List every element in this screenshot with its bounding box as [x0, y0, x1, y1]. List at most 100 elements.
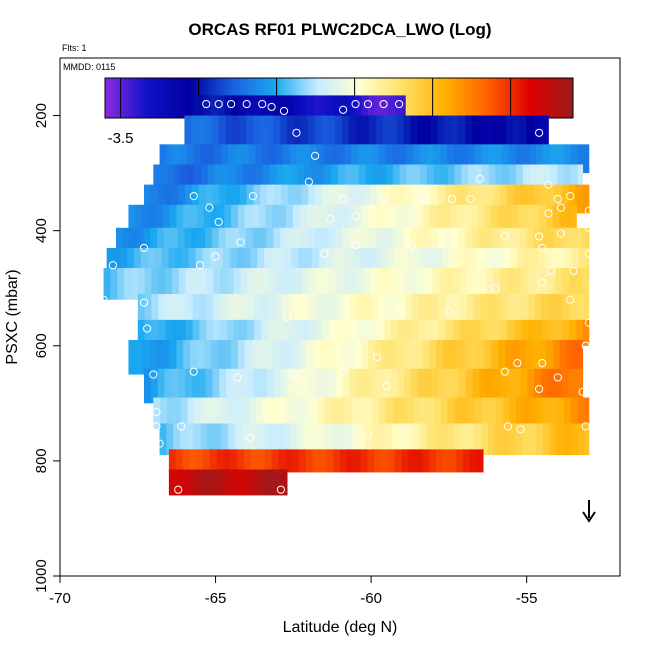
heatmap-cell [566, 204, 574, 237]
heatmap-cell [207, 423, 215, 456]
heatmap-cell [336, 268, 344, 300]
heatmap-cell [148, 204, 157, 237]
heatmap-cell [116, 227, 124, 257]
heatmap-cell [536, 423, 544, 456]
heatmap-cell [300, 115, 309, 148]
heatmap-cell [430, 115, 439, 148]
heatmap-cell [232, 115, 240, 148]
heatmap-cell [233, 268, 241, 300]
heatmap-cell [267, 368, 275, 404]
sample-point [466, 194, 475, 204]
heatmap-cell [383, 368, 391, 404]
heatmap-cell [480, 319, 488, 346]
sample-point [566, 295, 575, 304]
heatmap-cell [213, 319, 221, 346]
heatmap-cell [438, 184, 446, 214]
heatmap-cell [171, 184, 179, 214]
heatmap-cell [315, 319, 323, 346]
heatmap-cell [165, 319, 173, 346]
sample-point [205, 203, 214, 212]
sample-point [556, 203, 565, 212]
heatmap-cell [399, 397, 407, 430]
heatmap-cell [347, 95, 355, 125]
heatmap-cell [541, 319, 549, 346]
heatmap-cell [478, 227, 486, 257]
direction-arrow-icon [582, 500, 596, 523]
heatmap-cell [301, 184, 309, 214]
heatmap-cell [534, 319, 542, 346]
heatmap-cell [384, 319, 392, 346]
heatmap-cell [272, 340, 280, 375]
heatmap-cell [473, 268, 481, 300]
heatmap-cell [164, 368, 172, 404]
heatmap-cell [562, 319, 570, 346]
heatmap-cell [251, 204, 259, 237]
heatmap-cell [483, 247, 491, 277]
heatmap-cell [262, 423, 270, 456]
heatmap-cell [313, 340, 321, 375]
heatmap-points [96, 99, 593, 494]
heatmap-cell [203, 95, 211, 125]
heatmap-cell [368, 340, 376, 375]
heatmap-cell [358, 164, 366, 194]
heatmap-cell [239, 115, 247, 148]
heatmap-cell [175, 469, 183, 496]
heatmap-cell [242, 397, 250, 430]
sample-point [500, 367, 509, 376]
heatmap-cell [372, 164, 380, 194]
heatmap-cell [172, 293, 180, 323]
heatmap-cell [165, 293, 173, 323]
y-tick-label: 600 [33, 333, 50, 358]
heatmap-cell [481, 164, 490, 194]
heatmap-cell [189, 449, 197, 473]
heatmap-cell [433, 397, 442, 430]
heatmap-cell [509, 397, 517, 430]
heatmap-cell [551, 247, 559, 277]
heatmap-cell [421, 247, 429, 277]
sample-point [108, 261, 117, 270]
heatmap-cell [471, 227, 480, 257]
heatmap-cell [280, 184, 289, 214]
heatmap-cell [216, 449, 225, 473]
heatmap-cell [548, 293, 556, 323]
heatmap-cell [341, 115, 350, 148]
heatmap-cell [363, 368, 371, 404]
heatmap-cell [504, 204, 513, 237]
heatmap-cell [150, 368, 159, 404]
heatmap-cell [388, 340, 396, 375]
heatmap-cell [362, 115, 370, 148]
heatmap-cell [293, 227, 302, 257]
heatmap-cell [344, 397, 353, 430]
heatmap-cell [527, 319, 536, 346]
heatmap-cell [173, 397, 182, 430]
heatmap-cell [449, 449, 457, 473]
heatmap-cell [387, 449, 396, 473]
heatmap-cell [522, 164, 531, 194]
heatmap-cell [234, 423, 243, 456]
heatmap-cell [219, 368, 227, 404]
heatmap-cell [436, 340, 444, 375]
heatmap-cell [509, 164, 517, 194]
heatmap-cell [244, 340, 253, 375]
sample-point [538, 278, 547, 287]
heatmap-cell [163, 227, 172, 257]
heatmap-cell [287, 227, 295, 257]
heatmap-cell [488, 144, 496, 174]
x-axis-label: Latitude (deg N) [283, 619, 398, 636]
heatmap-cell [208, 397, 216, 430]
heatmap-cell [173, 144, 181, 174]
heatmap-cell [381, 204, 389, 237]
heatmap-cell [389, 115, 398, 148]
heatmap-cell [182, 469, 190, 496]
heatmap-cell [158, 319, 166, 346]
heatmap-cell [559, 204, 567, 237]
heatmap-cell [466, 293, 474, 323]
heatmap-cell [324, 164, 332, 194]
heatmap-cell [420, 397, 428, 430]
heatmap-cell [323, 423, 332, 456]
heatmap-cell [374, 204, 383, 237]
heatmap-cell [564, 164, 572, 194]
heatmap-cell [410, 184, 419, 214]
sample-point [419, 194, 429, 204]
heatmap-cell [377, 319, 385, 346]
